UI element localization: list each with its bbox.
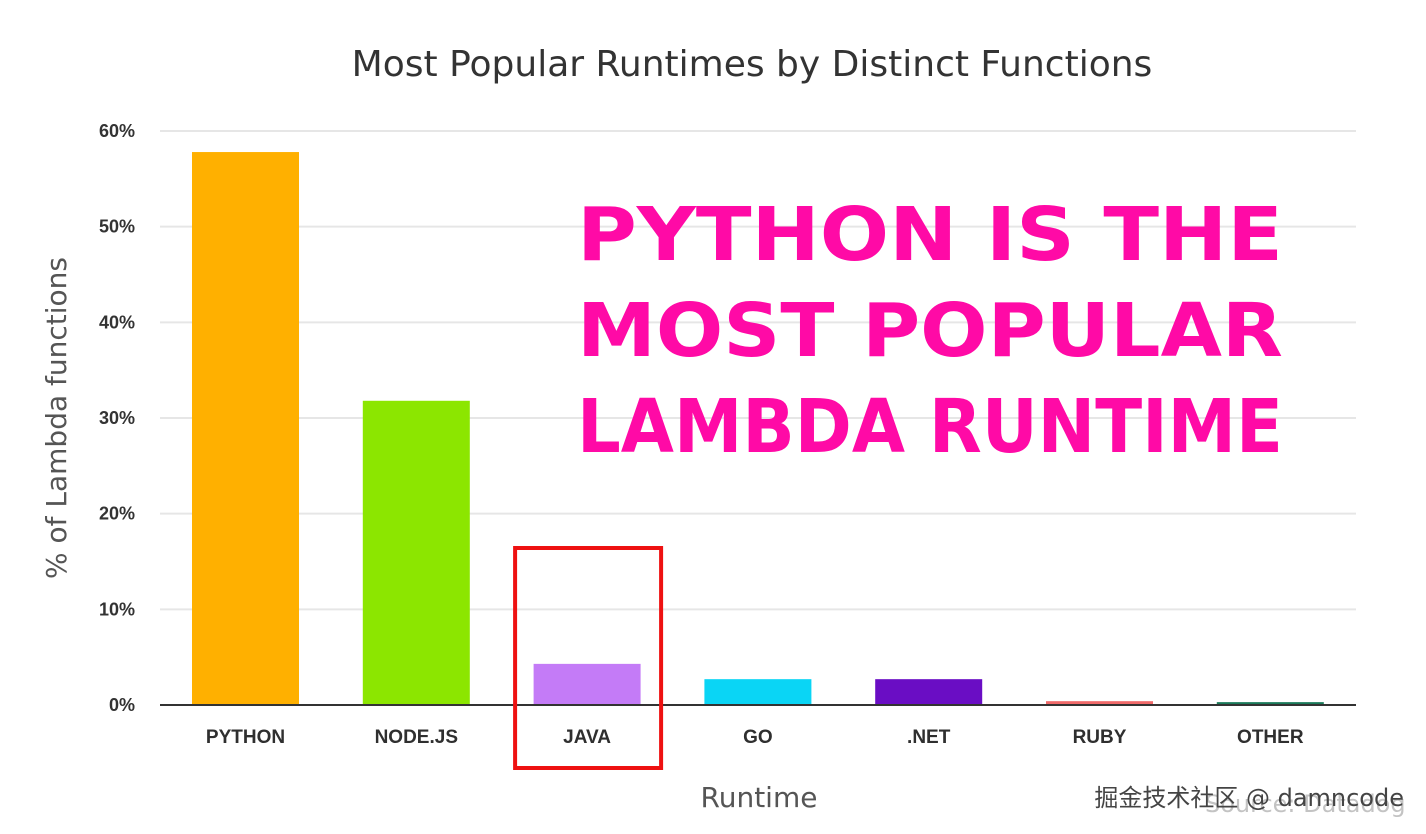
bar-nodejs [362,400,470,705]
x-tick-label: JAVA [563,727,611,748]
x-tick-label: RUBY [1073,727,1127,748]
bar-python [192,152,299,706]
bars [192,152,1324,706]
bar-java [533,663,641,705]
y-axis-label: % of Lambda functions [40,257,73,579]
x-tick-label: .NET [907,727,951,748]
bar-other [1216,702,1324,705]
bar-go [704,679,812,705]
y-tick-label: 50% [99,217,135,237]
y-tick-label: 0% [109,695,135,715]
y-tick-label: 20% [99,504,135,524]
java-highlight-box [513,546,664,770]
y-tick-label: 40% [99,312,135,332]
y-tick-label: 60% [99,121,135,141]
x-tick-label: PYTHON [206,727,285,748]
y-tick-label: 10% [99,599,135,619]
y-tick-label: 30% [99,408,135,428]
source-text: Source: Datadog [1205,790,1406,818]
watermark-text: 掘金技术社区 @ damncode [1094,784,1404,812]
x-tick-label: GO [743,727,773,748]
bar-ruby [1046,701,1153,705]
callout-line: LAMBDA RUNTIME [577,384,1283,470]
bar-net [875,679,983,705]
callout-line: PYTHON IS THE [577,192,1283,278]
gridlines [160,130,1356,611]
x-axis-ticks: PYTHON NODE.JS JAVA GO .NET RUBY OTHER [206,727,1304,748]
chart-title: Most Popular Runtimes by Distinct Functi… [352,44,1153,85]
x-tick-label: NODE.JS [375,727,458,748]
callout-text: PYTHON IS THE MOST POPULAR LAMBDA RUNTIME [577,192,1283,470]
x-tick-label: OTHER [1237,727,1304,748]
x-axis-label: Runtime [701,781,818,814]
y-axis-ticks: 0% 10% 20% 30% 40% 50% 60% [99,121,135,715]
callout-line: MOST POPULAR [577,288,1283,374]
